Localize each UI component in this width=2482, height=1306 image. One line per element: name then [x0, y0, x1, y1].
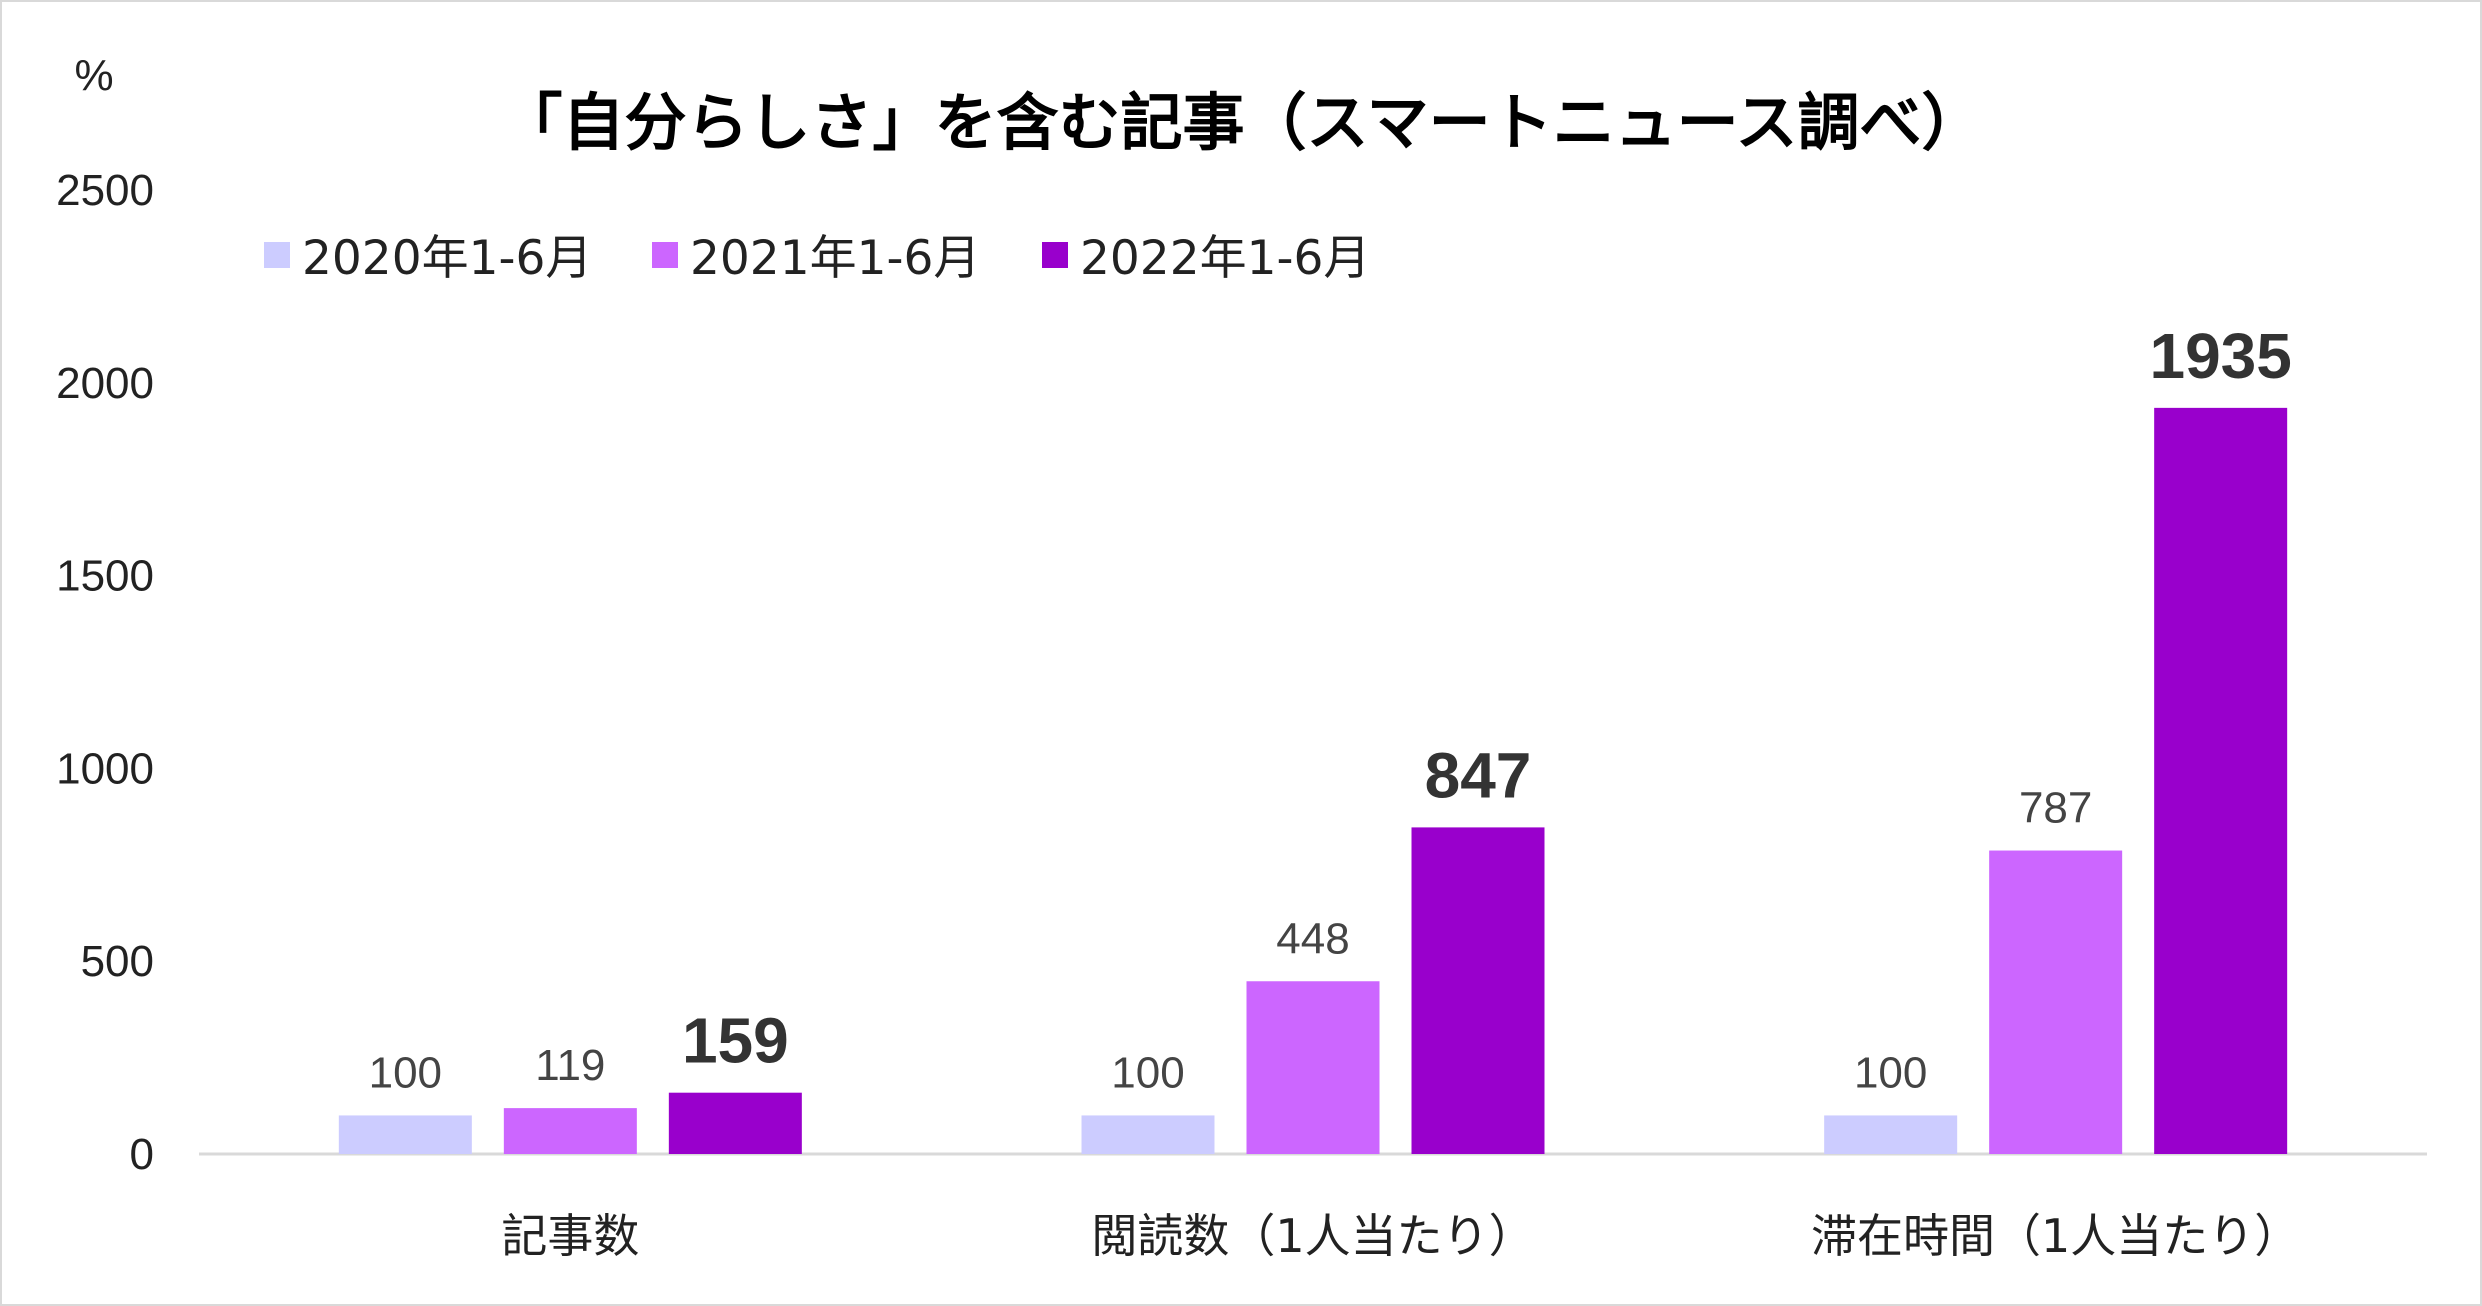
y-axis-unit: % [74, 51, 113, 100]
bar-series-group [338, 407, 2288, 1154]
data-label: 100 [369, 1048, 442, 1097]
category-labels-group: 記事数 閲読数（1人当たり） 滞在時間（1人当たり） [501, 1209, 2300, 1263]
bar [1411, 827, 1545, 1154]
data-labels-group: 100 119 159 100 448 847 100 787 1935 [369, 320, 2292, 1098]
y-tick-label: 2500 [56, 166, 154, 215]
y-tick-label: 1500 [56, 552, 154, 601]
legend-label: 2020年1-6月 [302, 231, 592, 286]
y-axis-ticks: 0 500 1000 1500 2000 2500 [56, 166, 154, 1179]
legend-swatch [652, 242, 678, 268]
bar [503, 1108, 637, 1154]
legend: 2020年1-6月 2021年1-6月 2022年1-6月 [264, 231, 1370, 286]
data-label: 847 [1425, 739, 1532, 811]
data-label: 100 [1111, 1048, 1184, 1097]
bar [338, 1115, 472, 1154]
bar [1989, 850, 2123, 1154]
data-label: 787 [2019, 784, 2092, 833]
data-label: 448 [1276, 914, 1349, 963]
data-label: 1935 [2149, 320, 2291, 392]
category-label: 閲読数（1人当たり） [1091, 1209, 1534, 1263]
legend-label: 2021年1-6月 [690, 231, 980, 286]
legend-label: 2022年1-6月 [1080, 231, 1370, 286]
bar [668, 1092, 802, 1154]
bar [1824, 1115, 1958, 1154]
y-tick-label: 500 [81, 937, 154, 986]
category-label: 滞在時間（1人当たり） [1811, 1209, 2300, 1263]
data-label: 159 [682, 1005, 789, 1077]
data-label: 100 [1854, 1048, 1927, 1097]
y-tick-label: 1000 [56, 744, 154, 793]
bar [1081, 1115, 1215, 1154]
category-label: 記事数 [501, 1209, 639, 1263]
legend-swatch [264, 242, 290, 268]
data-label: 119 [535, 1041, 605, 1090]
chart-title: 「自分らしさ」を含む記事（スマートニュース調べ） [500, 86, 1983, 159]
bar [2154, 407, 2288, 1154]
y-tick-label: 0 [130, 1130, 154, 1179]
bar [1246, 981, 1380, 1154]
y-tick-label: 2000 [56, 359, 154, 408]
legend-swatch [1042, 242, 1068, 268]
